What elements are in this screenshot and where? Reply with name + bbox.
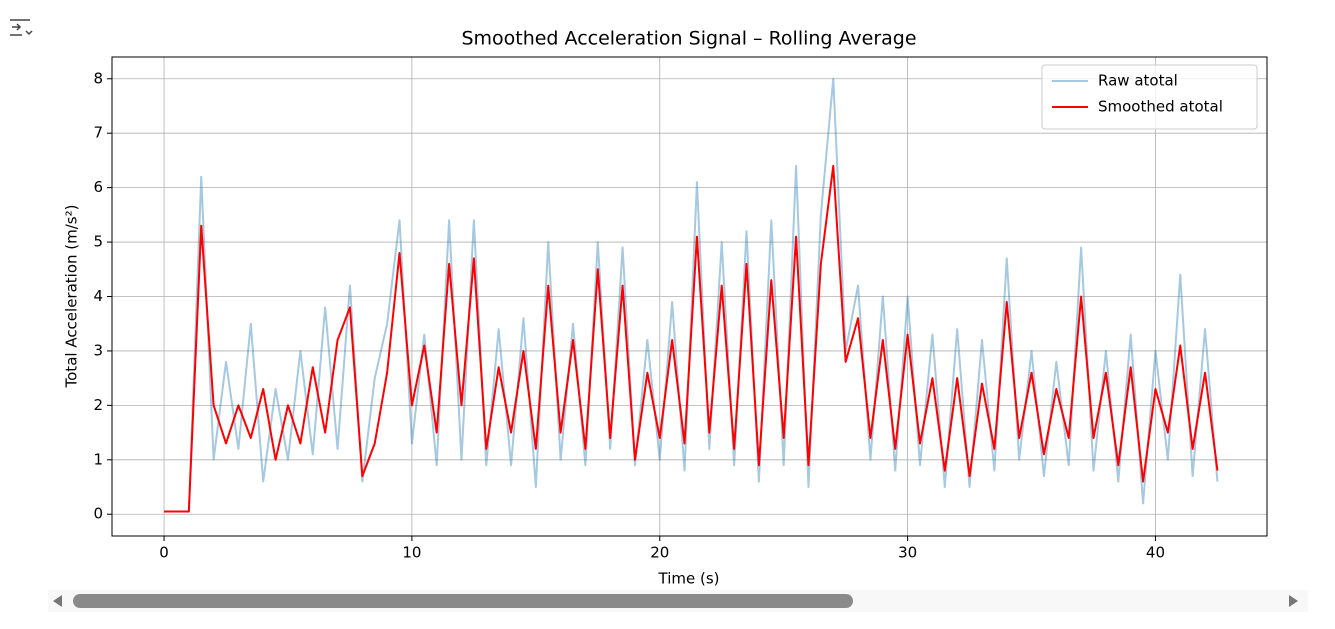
y-tick-label: 5 xyxy=(93,233,103,251)
y-tick-label: 3 xyxy=(93,341,103,359)
series-line xyxy=(164,77,1219,513)
y-axis-label: Total Acceleration (m/s²) xyxy=(63,205,81,389)
y-tick-label: 8 xyxy=(93,69,103,87)
legend-label: Smoothed atotal xyxy=(1098,98,1223,116)
x-tick-label: 40 xyxy=(1146,544,1165,562)
x-tick-label: 20 xyxy=(650,544,669,562)
y-tick-label: 7 xyxy=(93,124,103,142)
y-tick-label: 1 xyxy=(93,450,103,468)
x-tick-label: 10 xyxy=(402,544,421,562)
x-tick-label: 30 xyxy=(898,544,917,562)
plot-frame xyxy=(111,56,1268,537)
output-icon[interactable] xyxy=(10,19,33,36)
legend-box xyxy=(1041,64,1258,130)
legend-label: Raw atotal xyxy=(1098,72,1178,90)
y-tick-label: 4 xyxy=(93,287,103,305)
chart-title: Smoothed Acceleration Signal – Rolling A… xyxy=(461,28,916,50)
x-tick-label: 0 xyxy=(159,544,169,562)
legend: Raw atotal Smoothed atotal xyxy=(1041,64,1258,130)
scrollbar[interactable] xyxy=(48,590,1308,612)
y-tick-label: 0 xyxy=(93,505,103,523)
series-line xyxy=(164,164,1219,513)
x-axis-label: Time (s) xyxy=(658,570,720,588)
plot-area: 0 10 20 30 40 0 1 2 3 4 5 6 7 8 xyxy=(93,57,1267,562)
y-tick-label: 6 xyxy=(93,178,103,196)
y-tick-label: 2 xyxy=(93,396,103,414)
